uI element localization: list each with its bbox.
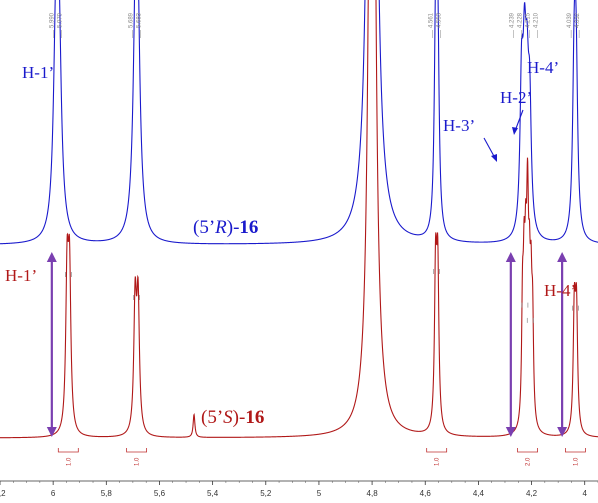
label-h3-top: H-3’ [443, 116, 475, 135]
integral-bracket-4 [565, 448, 586, 453]
x-tick-label-11: 4 [582, 489, 587, 498]
x-tick-label-6: 5 [317, 489, 322, 498]
shift-label-1-1: 5.683 [137, 12, 143, 28]
pointer-h2 [514, 109, 524, 132]
compound-bottom-part-4: 16 [245, 407, 264, 428]
compound-top-part-3: )- [227, 217, 240, 238]
x-tick-label-0: 6,2 [0, 489, 6, 498]
correlation-arrow-head-down-1 [505, 427, 516, 437]
correlation-arrow-head-up-1 [505, 252, 516, 262]
compound-bottom-part-3: )- [233, 407, 246, 428]
compound-top-part-1: (5’ [193, 217, 215, 238]
x-tick-label-2: 5,8 [101, 489, 113, 498]
x-tick-label-8: 4,6 [420, 489, 432, 498]
compound-label-bottom: (5’S)-16 [201, 407, 264, 428]
shift-label-1-0: 5.689 [129, 12, 135, 28]
correlation-arrows-group [46, 252, 568, 437]
correlation-arrow-head-up-0 [46, 252, 57, 262]
shift-label-2-0: 4.561 [429, 12, 435, 28]
integral-label-1: 1.0 [135, 457, 141, 466]
compound-top-part-4: 16 [239, 217, 258, 238]
pointer-h3-head [491, 154, 497, 162]
label-h1-bottom: H-1’ [5, 266, 37, 285]
x-axis: 6,2 6 5,8 5,6 5,4 5,2 5 4,8 4,6 4,4 4,2 4 [0, 480, 598, 498]
shift-label-3-0: 4.239 [510, 12, 516, 28]
integral-label-3: 2.0 [526, 457, 532, 466]
pointer-h2-head [512, 127, 518, 135]
label-h1-top: H-1’ [22, 63, 54, 82]
x-tick-label-4: 5,4 [207, 489, 219, 498]
label-h4-top: H-4’ [527, 58, 559, 77]
shift-label-0-0: 5.990 [49, 12, 55, 28]
x-tick-label-3: 5,6 [154, 489, 166, 498]
compound-top-part-2: R [214, 217, 227, 238]
integral-label-0: 1.0 [66, 457, 72, 466]
shift-label-3-1: 4.228 [518, 12, 524, 28]
integral-bracket-0 [57, 448, 79, 453]
integrals-group: 1.0 1.0 1.0 2.0 1.0 [57, 448, 586, 466]
integral-bracket-1 [126, 448, 148, 453]
shift-labels-group: 5.990 5.979 5.689 5.683 4.561 4.553 4.239 4.228… [49, 12, 581, 323]
x-tick-label-9: 4,4 [473, 489, 485, 498]
shift-label-0-1: 5.979 [57, 12, 63, 28]
integral-label-4: 1.0 [573, 457, 579, 466]
shift-label-2-1: 4.553 [437, 12, 443, 28]
pointer-h3 [483, 137, 496, 159]
x-tick-label-1: 6 [51, 489, 56, 498]
label-h2-top: H-2’ [500, 88, 532, 107]
integral-bracket-2 [426, 448, 448, 453]
integral-bracket-3 [517, 448, 538, 453]
compound-bottom-part-2: S [223, 407, 233, 428]
shift-label-4-1: 4.032 [575, 12, 581, 28]
spectrum-trace-bottom [0, 0, 598, 439]
spectrum-trace-top [0, 0, 598, 245]
compound-bottom-part-1: (5’ [201, 407, 223, 428]
label-h4-bottom: H-4’ [544, 281, 576, 300]
compound-label-top: (5’R)-16 [193, 217, 258, 238]
x-tick-label-10: 4,2 [526, 489, 538, 498]
correlation-arrow-head-down-0 [46, 427, 57, 437]
shift-label-4-0: 4.039 [567, 12, 573, 28]
correlation-arrow-head-down-2 [557, 427, 568, 437]
integral-label-2: 1.0 [435, 457, 441, 466]
shift-label-3-3: 4.210 [534, 12, 540, 28]
spectra-group [0, 0, 598, 439]
x-tick-label-7: 4,8 [367, 489, 379, 498]
x-tick-label-5: 5,2 [260, 489, 272, 498]
correlation-arrow-head-up-2 [557, 252, 568, 262]
shift-label-3-2: 4.215 [526, 12, 532, 28]
